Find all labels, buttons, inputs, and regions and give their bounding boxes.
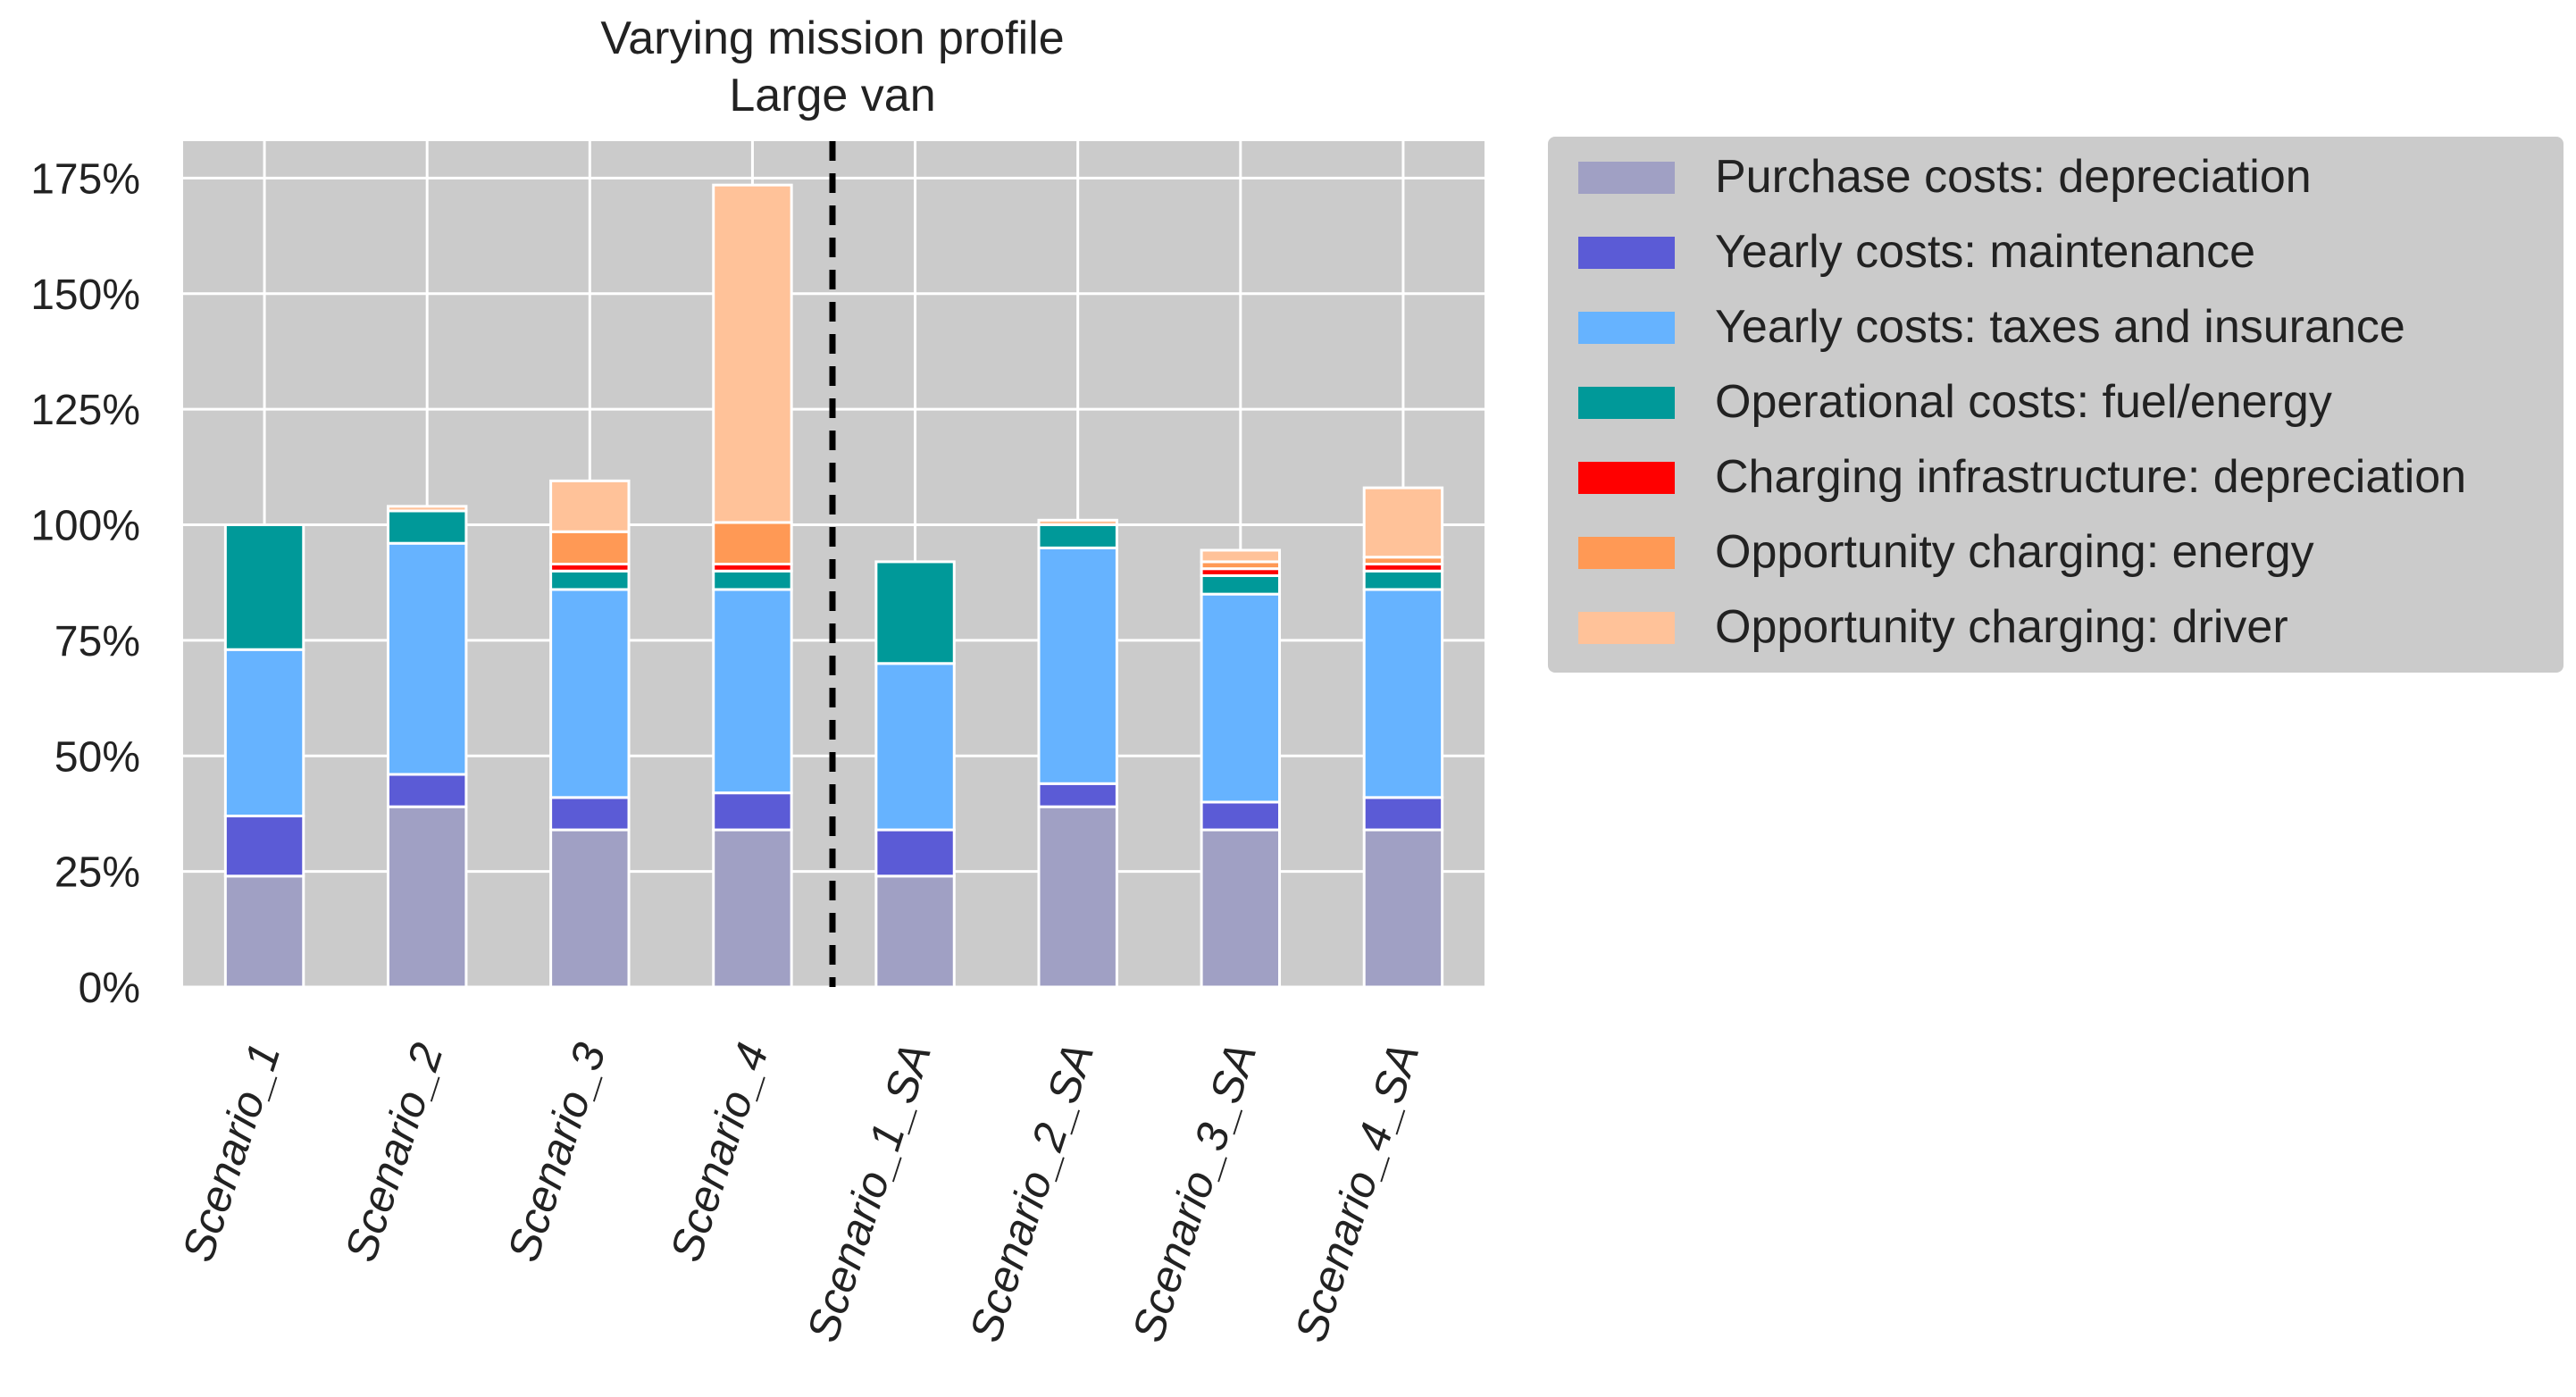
y-tick-label: 25% bbox=[54, 849, 140, 897]
bar-segment bbox=[223, 523, 305, 651]
x-tick-label: Scenario_1_SA bbox=[797, 1037, 941, 1348]
bar-segment bbox=[1362, 569, 1444, 591]
x-tick-label: Scenario_1 bbox=[172, 1037, 289, 1267]
bar-segment bbox=[712, 791, 793, 832]
legend-label: Yearly costs: maintenance bbox=[1715, 226, 2255, 278]
bar-segment bbox=[386, 509, 468, 545]
x-tick-label: Scenario_2 bbox=[335, 1037, 452, 1267]
bar-segment bbox=[874, 560, 956, 665]
bar-segment bbox=[549, 588, 631, 799]
x-tick-label: Scenario_3 bbox=[498, 1037, 615, 1267]
bar-segment bbox=[1362, 828, 1444, 989]
bar-segment bbox=[549, 828, 631, 989]
legend-swatch bbox=[1578, 612, 1675, 644]
bars bbox=[223, 183, 1444, 989]
bar-segment bbox=[386, 773, 468, 808]
legend-label: Operational costs: fuel/energy bbox=[1715, 376, 2332, 428]
legend-box bbox=[1548, 137, 2563, 673]
bar-segment bbox=[549, 530, 631, 565]
bar-segment bbox=[1200, 800, 1282, 832]
bar-segment bbox=[1200, 573, 1282, 596]
legend-label: Purchase costs: depreciation bbox=[1715, 151, 2312, 203]
bar-segment bbox=[1037, 518, 1118, 527]
legend-swatch bbox=[1578, 237, 1675, 269]
bar-segment bbox=[1362, 486, 1444, 559]
bar-segment bbox=[549, 569, 631, 591]
y-tick-label: 125% bbox=[30, 387, 140, 434]
y-tick-label: 0% bbox=[79, 965, 140, 1012]
legend-label: Opportunity charging: energy bbox=[1715, 526, 2314, 578]
x-tick-label: Scenario_3_SA bbox=[1123, 1037, 1267, 1348]
y-tick-label: 100% bbox=[30, 503, 140, 550]
bar-segment bbox=[1037, 523, 1118, 549]
bar-segment bbox=[712, 828, 793, 989]
legend-swatch bbox=[1578, 162, 1675, 194]
bar-segment bbox=[386, 541, 468, 776]
bar-segment bbox=[1037, 546, 1118, 785]
y-tick-label: 150% bbox=[30, 272, 140, 319]
bar-segment bbox=[712, 183, 793, 524]
y-tick-label: 50% bbox=[54, 733, 140, 781]
legend-label: Yearly costs: taxes and insurance bbox=[1715, 301, 2405, 353]
x-tick-label: Scenario_2_SA bbox=[960, 1037, 1104, 1348]
bar-segment bbox=[1200, 548, 1282, 564]
bar-segment bbox=[1037, 782, 1118, 808]
bar-segment bbox=[874, 662, 956, 832]
bar-segment bbox=[1200, 828, 1282, 989]
bar-segment bbox=[386, 505, 468, 513]
bar-segment bbox=[712, 588, 793, 795]
x-axis-ticks: Scenario_1 Scenario_2 Scenario_3 Scenario_4… bbox=[172, 1037, 1428, 1348]
chart-title-line-1: Varying mission profile bbox=[600, 13, 1064, 64]
legend-swatch bbox=[1578, 462, 1675, 494]
bar-segment bbox=[1362, 796, 1444, 832]
legend-swatch bbox=[1578, 537, 1675, 569]
bar-segment bbox=[223, 648, 305, 818]
legend-swatch bbox=[1578, 387, 1675, 419]
y-axis-ticks: 0% 25% 50% 75% 100% 125% 150% 175% bbox=[30, 155, 140, 1012]
bar-segment bbox=[712, 569, 793, 591]
legend: Purchase costs: depreciation Yearly costs… bbox=[1578, 151, 2466, 653]
bar-segment bbox=[549, 479, 631, 533]
bar-segment bbox=[1037, 805, 1118, 989]
chart-title-line-2: Large van bbox=[729, 70, 935, 121]
bar-segment bbox=[1362, 588, 1444, 799]
legend-label: Opportunity charging: driver bbox=[1715, 601, 2288, 653]
bar-segment bbox=[1200, 592, 1282, 804]
x-tick-label: Scenario_4_SA bbox=[1285, 1037, 1429, 1348]
bar-segment bbox=[712, 521, 793, 565]
bar-segment bbox=[386, 805, 468, 989]
bar-segment bbox=[874, 874, 956, 989]
y-tick-label: 75% bbox=[54, 618, 140, 665]
bar-segment bbox=[223, 815, 305, 878]
bar-segment bbox=[874, 828, 956, 878]
x-tick-label: Scenario_4 bbox=[660, 1037, 777, 1267]
y-tick-label: 175% bbox=[30, 155, 140, 203]
legend-swatch bbox=[1578, 312, 1675, 344]
legend-label: Charging infrastructure: depreciation bbox=[1715, 451, 2466, 503]
bar-segment bbox=[223, 874, 305, 989]
bar-segment bbox=[549, 796, 631, 832]
